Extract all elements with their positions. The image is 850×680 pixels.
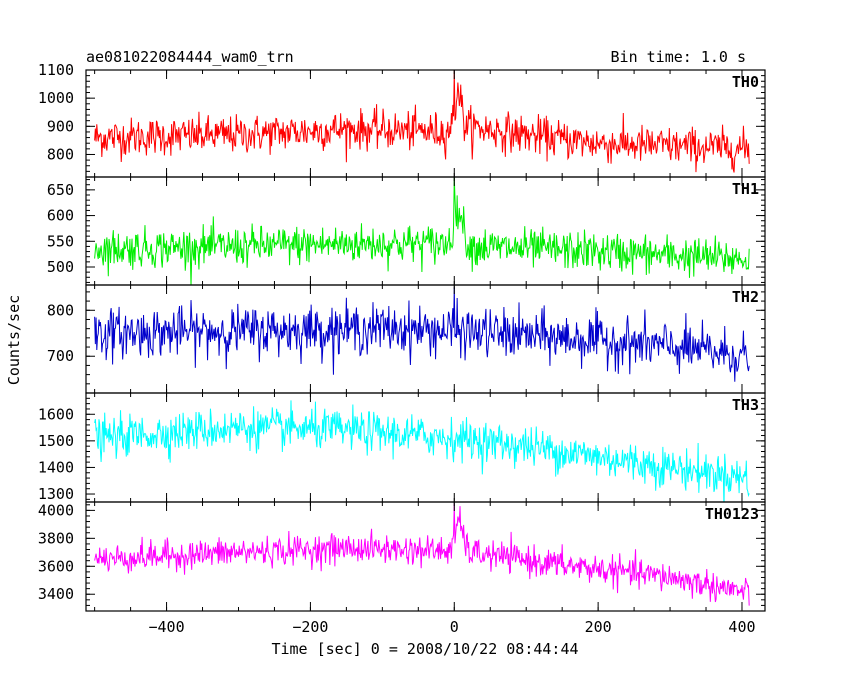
x-tick-label: 400 — [728, 618, 755, 636]
y-tick-label: 1300 — [38, 485, 74, 503]
panel-label: TH3 — [732, 396, 759, 414]
panels-group: 800 900 1000 1100 TH0 500 550 600 650 TH1 700 800 TH… — [38, 61, 766, 612]
chart-header-right: Bin time: 1.0 s — [611, 48, 746, 66]
series-line-th1 — [94, 177, 750, 285]
panel-label: TH0123 — [705, 505, 759, 523]
y-tick-label: 900 — [47, 117, 74, 135]
chart-header-left: ae081022084444_wam0_trn — [86, 48, 294, 66]
y-tick-label: 550 — [47, 232, 74, 250]
panel-frame — [85, 69, 766, 178]
x-axis: −400 −200 0 200 400 — [148, 618, 755, 636]
series-line-th2 — [94, 287, 750, 382]
panel-label: TH0 — [732, 73, 759, 91]
panel-th2: 700 800 TH2 — [47, 284, 766, 394]
y-tick-label: 800 — [47, 301, 74, 319]
panel-frame — [85, 501, 766, 612]
y-tick-label: 1600 — [38, 405, 74, 423]
panel-th0123: 3400 3600 3800 4000 TH0123 — [38, 501, 766, 612]
x-tick-label: 0 — [450, 618, 459, 636]
y-tick-label: 600 — [47, 207, 74, 225]
panel-label: TH1 — [732, 180, 759, 198]
y-tick-label: 800 — [47, 145, 74, 163]
series-line-th0123 — [94, 503, 750, 606]
x-tick-label: 200 — [585, 618, 612, 636]
y-axis-label: Counts/sec — [5, 295, 23, 385]
y-tick-label: 1000 — [38, 89, 74, 107]
y-tick-label: 3600 — [38, 557, 74, 575]
y-tick-label: 1100 — [38, 61, 74, 79]
series-line-th0 — [94, 70, 750, 173]
x-tick-label: −200 — [292, 618, 328, 636]
x-axis-label: Time [sec] 0 = 2008/10/22 08:44:44 — [271, 640, 578, 658]
panel-th3: 1300 1400 1500 1600 TH3 — [38, 392, 766, 503]
y-tick-label: 700 — [47, 347, 74, 365]
y-tick-label: 1400 — [38, 458, 74, 476]
y-tick-label: 4000 — [38, 501, 74, 519]
y-tick-label: 500 — [47, 258, 74, 276]
panel-label: TH2 — [732, 288, 759, 306]
y-tick-label: 3400 — [38, 585, 74, 603]
panel-th0: 800 900 1000 1100 TH0 — [38, 61, 766, 178]
y-tick-label: 650 — [47, 181, 74, 199]
y-tick-label: 3800 — [38, 529, 74, 547]
series-line-th3 — [94, 400, 750, 502]
y-tick-label: 1500 — [38, 432, 74, 450]
panel-th1: 500 550 600 650 TH1 — [47, 176, 766, 286]
panel-frame — [85, 176, 766, 286]
x-tick-label: −400 — [148, 618, 184, 636]
